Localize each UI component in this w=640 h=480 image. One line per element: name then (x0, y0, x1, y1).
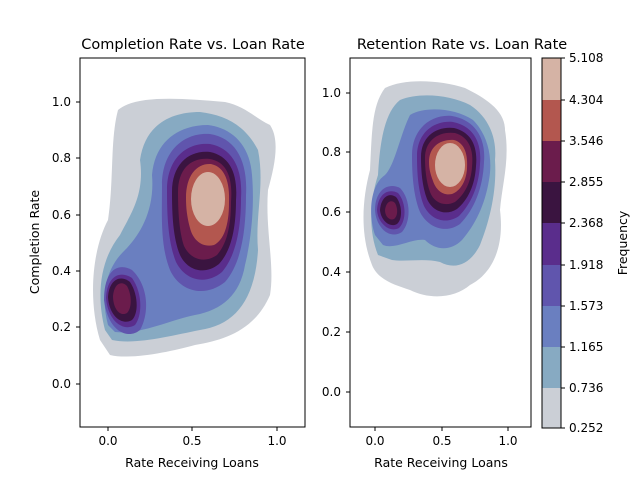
colorbar-tick-label: 0.252 (569, 421, 603, 435)
retention-panel: Retention Rate vs. Loan Rate 0.0 0.5 1.0 (322, 37, 567, 470)
colorbar-swatch (542, 265, 561, 306)
retention-x-axis: 0.0 0.5 1.0 (365, 427, 518, 448)
retention-y-tick-label: 0.0 (322, 385, 341, 399)
colorbar-tick-label: 2.368 (569, 216, 603, 230)
completion-level-9-peak (191, 172, 225, 226)
completion-x-tick-label: 0.5 (182, 434, 201, 448)
completion-chart-title: Completion Rate vs. Loan Rate (81, 37, 305, 53)
completion-x-axis: 0.0 0.5 1.0 (98, 427, 287, 448)
colorbar-tick-label: 2.855 (569, 175, 603, 189)
colorbar-swatch (542, 306, 561, 347)
retention-y-tick-label: 0.6 (322, 205, 341, 219)
colorbar-swatch (542, 141, 561, 182)
completion-panel: Completion Rate vs. Loan Rate 0.0 0.5 1.… (27, 37, 306, 470)
completion-y-tick-label: 0.0 (52, 377, 71, 391)
completion-y-axis: 0.0 0.2 0.4 0.6 0.8 1.0 (52, 95, 80, 391)
colorbar-tick-label: 5.108 (569, 51, 603, 65)
completion-y-tick-label: 0.2 (52, 320, 71, 334)
colorbar-swatch (542, 388, 561, 428)
colorbar-swatch (542, 347, 561, 388)
completion-y-axis-label: Completion Rate (27, 190, 42, 295)
colorbar-tick-label: 1.918 (569, 258, 603, 272)
retention-x-tick-label: 0.0 (365, 434, 384, 448)
completion-level-7-left (113, 283, 131, 315)
colorbar-swatch (542, 182, 561, 223)
retention-plot-frame (349, 57, 532, 428)
retention-level-9-peak (435, 143, 465, 187)
completion-x-tick-label: 0.0 (98, 434, 117, 448)
colorbar-frame (541, 57, 562, 429)
retention-y-axis: 0.0 0.2 0.4 0.6 0.8 1.0 (322, 86, 350, 399)
completion-y-tick-label: 0.8 (52, 151, 71, 165)
colorbar-tick-label: 1.165 (569, 340, 603, 354)
colorbar-swatch (542, 223, 561, 265)
colorbar-swatches (542, 58, 561, 428)
colorbar-swatch (542, 58, 561, 100)
retention-y-tick-label: 1.0 (322, 86, 341, 100)
retention-y-tick-label: 0.2 (322, 325, 341, 339)
retention-y-tick-label: 0.8 (322, 145, 341, 159)
completion-x-axis-label: Rate Receiving Loans (125, 455, 259, 470)
colorbar-tick-label: 1.573 (569, 299, 603, 313)
retention-y-tick-label: 0.4 (322, 265, 341, 279)
retention-x-tick-label: 1.0 (498, 434, 517, 448)
retention-x-axis-label: Rate Receiving Loans (374, 455, 508, 470)
colorbar-swatch (542, 100, 561, 141)
completion-contours (93, 98, 276, 357)
colorbar-tick-label: 3.546 (569, 134, 603, 148)
retention-x-tick-label: 0.5 (432, 434, 451, 448)
completion-y-tick-label: 0.6 (52, 208, 71, 222)
retention-level-7-left (385, 201, 398, 220)
colorbar-tick-label: 0.736 (569, 381, 603, 395)
completion-x-tick-label: 1.0 (267, 434, 286, 448)
completion-y-tick-label: 1.0 (52, 95, 71, 109)
colorbar-ticks: 0.252 0.736 1.165 1.573 1.918 2.368 2.85… (561, 51, 603, 435)
completion-y-tick-label: 0.4 (52, 264, 71, 278)
colorbar: 0.252 0.736 1.165 1.573 1.918 2.368 2.85… (541, 51, 630, 435)
retention-chart-title: Retention Rate vs. Loan Rate (357, 37, 567, 53)
colorbar-tick-label: 4.304 (569, 93, 603, 107)
colorbar-label: Frequency (615, 210, 630, 275)
retention-contours (363, 81, 507, 297)
